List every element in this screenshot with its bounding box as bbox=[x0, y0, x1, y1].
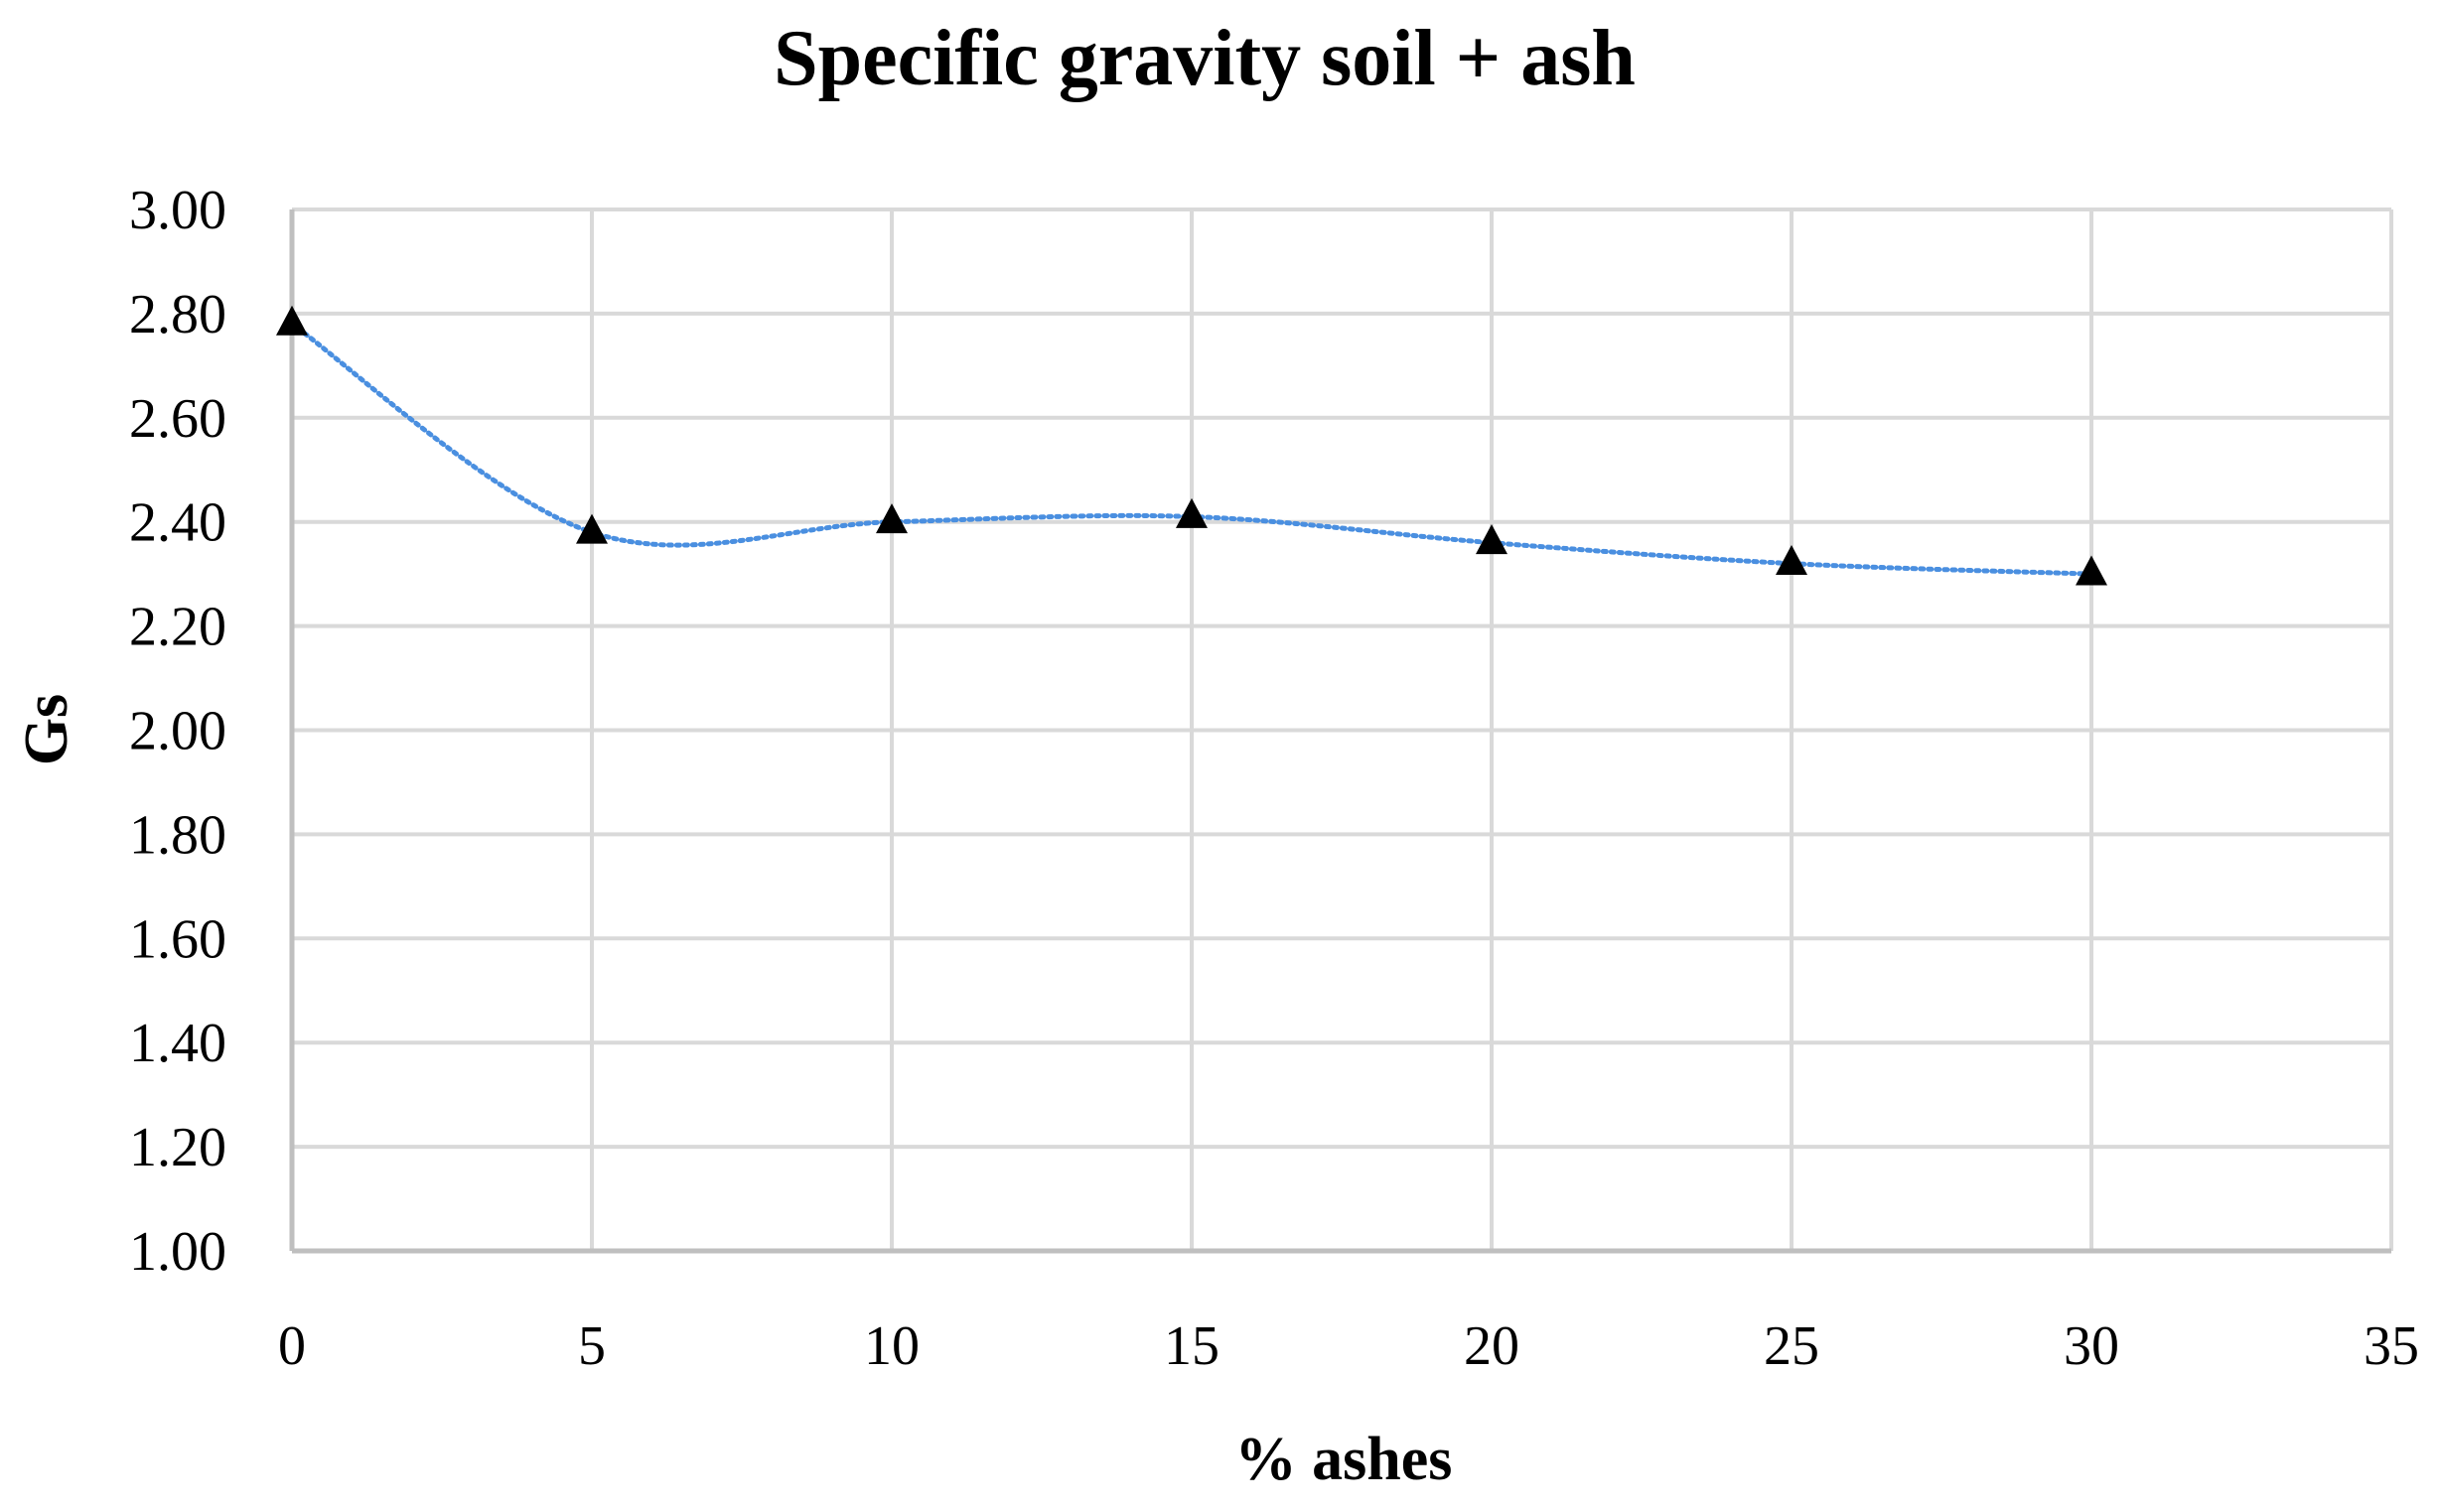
grid bbox=[292, 207, 2393, 1251]
chart-title: Specific gravity soil + ash bbox=[774, 15, 1636, 102]
axes bbox=[289, 209, 2391, 1254]
data-point-marker bbox=[876, 503, 908, 534]
data-markers bbox=[276, 305, 2107, 586]
x-tick-label: 10 bbox=[864, 1315, 920, 1377]
y-tick-label: 2.00 bbox=[129, 701, 226, 762]
y-tick-label: 1.40 bbox=[129, 1013, 226, 1074]
x-tick-labels: 0 5 10 15 20 25 30 35 bbox=[278, 1315, 2419, 1377]
y-tick-label: 3.00 bbox=[129, 180, 226, 241]
y-axis-title: Gs bbox=[13, 694, 80, 765]
data-point-marker bbox=[1176, 497, 1208, 528]
x-tick-label: 5 bbox=[578, 1315, 606, 1377]
y-tick-label: 1.00 bbox=[129, 1221, 226, 1283]
y-tick-label: 2.60 bbox=[129, 388, 226, 450]
data-point-marker bbox=[576, 513, 608, 544]
x-tick-label: 35 bbox=[2364, 1315, 2419, 1377]
y-tick-label: 2.40 bbox=[129, 492, 226, 554]
y-tick-label: 2.80 bbox=[129, 284, 226, 345]
data-point-marker bbox=[2076, 555, 2107, 586]
y-tick-label: 1.80 bbox=[129, 804, 226, 866]
data-point-marker bbox=[276, 305, 308, 336]
x-axis-title: % ashes bbox=[1235, 1426, 1453, 1493]
x-tick-label: 20 bbox=[1464, 1315, 1519, 1377]
y-tick-label: 1.20 bbox=[129, 1117, 226, 1178]
data-point-marker bbox=[1776, 545, 1807, 576]
data-point-marker bbox=[1476, 524, 1507, 555]
y-tick-label: 1.60 bbox=[129, 908, 226, 970]
y-tick-labels: 1.00 1.20 1.40 1.60 1.80 2.00 2.20 2.40 2.60 2.80… bbox=[129, 180, 226, 1283]
x-tick-label: 15 bbox=[1164, 1315, 1220, 1377]
y-tick-label: 2.20 bbox=[129, 597, 226, 658]
x-tick-label: 30 bbox=[2064, 1315, 2119, 1377]
x-tick-label: 25 bbox=[1764, 1315, 1819, 1377]
x-tick-label: 0 bbox=[278, 1315, 306, 1377]
